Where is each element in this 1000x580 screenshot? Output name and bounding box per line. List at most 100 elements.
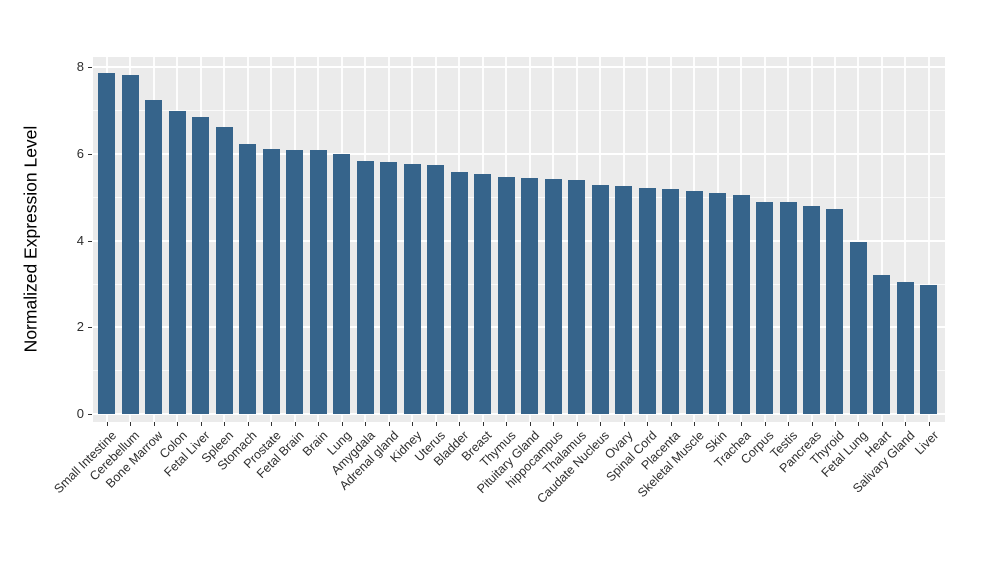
x-tick-mark (694, 422, 696, 426)
bar-fetal-brain (286, 149, 304, 414)
x-tick-mark (623, 422, 625, 426)
bar-liver (920, 285, 938, 414)
bar-breast (474, 173, 492, 414)
x-tick-mark (670, 422, 672, 426)
y-gridline-minor (93, 110, 945, 112)
x-tick-mark (435, 422, 437, 426)
y-gridline-major (93, 326, 945, 329)
bar-adrenal-gland (380, 162, 398, 414)
bar-thalamus (568, 180, 586, 414)
x-tick-mark (576, 422, 578, 426)
y-tick-mark (88, 414, 92, 415)
x-tick-mark (271, 422, 273, 426)
x-tick-mark (506, 422, 508, 426)
plot-panel (93, 57, 945, 422)
bar-brain (309, 150, 327, 414)
bar-corpus (756, 201, 774, 414)
bar-fetal-lung (849, 241, 867, 414)
x-tick-mark (881, 422, 883, 426)
x-tick-mark (130, 422, 132, 426)
y-gridline-minor (93, 196, 945, 198)
y-tick-label: 4 (76, 232, 84, 248)
x-tick-mark (412, 422, 414, 426)
y-tick-label: 0 (76, 406, 84, 421)
x-tick-mark (600, 422, 602, 426)
y-tick-mark (88, 327, 92, 329)
x-tick-mark (811, 422, 813, 426)
x-tick-mark (858, 422, 860, 426)
x-tick-mark (247, 422, 249, 426)
x-tick-mark (928, 422, 930, 426)
y-gridline-major (93, 239, 945, 242)
y-tick-label: 8 (76, 59, 84, 75)
y-tick-label: 6 (76, 146, 84, 162)
x-tick-mark (647, 422, 649, 426)
y-gridline-minor (93, 283, 945, 285)
x-tick-mark (764, 422, 766, 426)
bar-prostate (262, 148, 280, 414)
x-tick-mark (177, 422, 179, 426)
bar-ovary (615, 186, 633, 414)
x-tick-mark (365, 422, 367, 426)
bar-placenta (662, 189, 680, 414)
bar-uterus (427, 165, 445, 414)
y-axis-title: Normalized Expression Level (20, 125, 41, 353)
y-gridline-minor (93, 370, 945, 372)
bar-heart (873, 274, 891, 414)
x-tick-mark (459, 422, 461, 426)
y-tick-mark (88, 154, 92, 156)
bar-trachea (732, 194, 750, 414)
bar-kidney (403, 163, 421, 414)
bar-bone-marrow (145, 100, 163, 414)
x-tick-label: Liver (912, 428, 942, 458)
x-tick-mark (341, 422, 343, 426)
x-tick-mark (106, 422, 108, 426)
x-tick-mark (200, 422, 202, 426)
x-tick-mark (388, 422, 390, 426)
x-tick-mark (482, 422, 484, 426)
bar-small-intestine (98, 72, 116, 414)
bar-skeletal-muscle (685, 191, 703, 414)
bar-caudate-nucleus (591, 184, 609, 414)
y-tick-mark (88, 240, 92, 242)
bar-amygdala (356, 160, 374, 414)
x-gridline (880, 57, 883, 422)
x-tick-mark (717, 422, 719, 426)
bar-spleen (215, 127, 233, 414)
bar-hippocampus (544, 179, 562, 414)
bar-lung (333, 153, 351, 414)
x-tick-mark (553, 422, 555, 426)
x-tick-mark (294, 422, 296, 426)
y-tick-label: 2 (76, 319, 84, 335)
x-tick-mark (905, 422, 907, 426)
y-gridline-major (93, 413, 945, 415)
x-tick-mark (741, 422, 743, 426)
y-tick-mark (88, 67, 92, 69)
bar-bladder (450, 172, 468, 414)
bar-fetal-liver (192, 116, 210, 414)
x-tick-mark (153, 422, 155, 426)
bar-spinal-cord (638, 188, 656, 414)
bar-pituitary-gland (521, 177, 539, 414)
bar-thymus (497, 177, 515, 414)
x-gridline (927, 57, 930, 422)
bar-pancreas (803, 206, 820, 414)
bar-salivary-gland (896, 281, 914, 414)
x-gridline (904, 57, 907, 422)
x-gridline (857, 57, 860, 422)
x-tick-mark (224, 422, 226, 426)
bar-skin (709, 193, 727, 414)
bar-colon (168, 111, 186, 414)
x-tick-label: Brain (299, 428, 331, 459)
x-tick-mark (834, 422, 836, 426)
bar-stomach (239, 144, 257, 414)
y-gridline-major (93, 153, 945, 156)
x-tick-mark (529, 422, 531, 426)
x-tick-mark (788, 422, 789, 426)
y-gridline-major (93, 66, 945, 69)
bar-cerebellum (121, 75, 139, 414)
bar-testis (779, 202, 797, 414)
bar-thyroid (826, 209, 844, 414)
x-tick-mark (318, 422, 320, 426)
